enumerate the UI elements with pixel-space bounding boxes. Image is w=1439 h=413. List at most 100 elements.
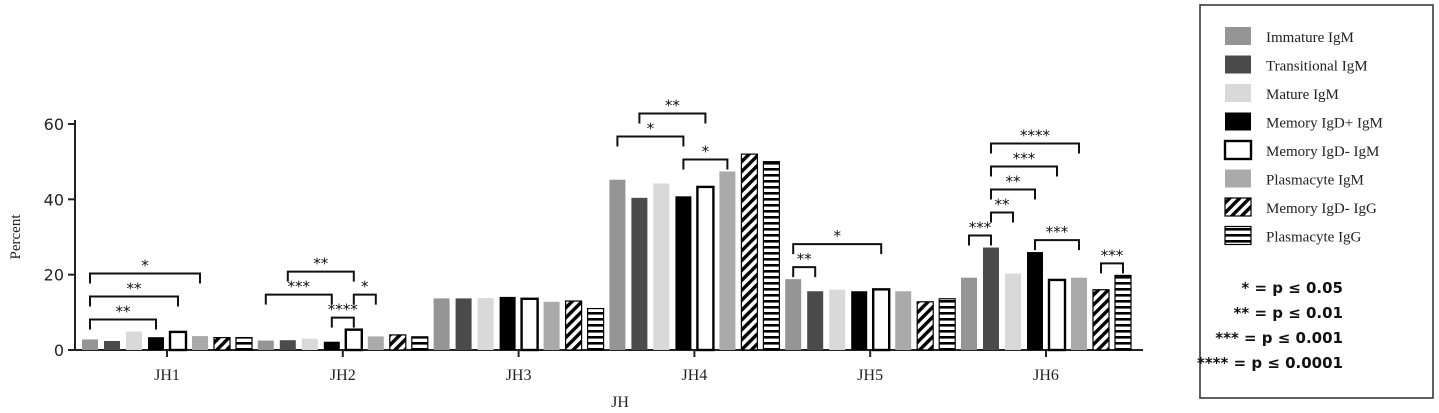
bar xyxy=(411,336,429,351)
significance-bracket xyxy=(990,211,1014,223)
axes: 0 20 40 60 JH1 JH2 JH3 JH4 JH5 JH6 xyxy=(44,115,1143,384)
significance-bracket xyxy=(990,165,1058,177)
bar xyxy=(257,340,274,350)
significance-bracket xyxy=(638,112,707,124)
bar xyxy=(938,298,956,351)
significance-label: *** xyxy=(288,278,311,296)
significance-label: ** xyxy=(665,96,681,114)
significance-label: *** xyxy=(969,219,992,237)
bar xyxy=(696,185,715,352)
significance-bracket xyxy=(264,293,333,305)
bar xyxy=(520,297,539,352)
significance-bracket xyxy=(1034,239,1080,251)
bar xyxy=(367,336,384,350)
bar xyxy=(192,336,208,350)
bar xyxy=(323,341,340,350)
bar xyxy=(344,328,363,352)
significance-bracket xyxy=(968,234,992,246)
legend-swatch xyxy=(1225,27,1251,45)
legend-label: Transitional IgM xyxy=(1266,59,1368,75)
bar xyxy=(785,279,802,350)
bar xyxy=(301,338,318,350)
significance-label: *** xyxy=(1046,223,1069,241)
x-tick-label: JH2 xyxy=(330,367,356,384)
significance-label: ** xyxy=(127,280,143,298)
legend-label: Plasmacyte IgM xyxy=(1266,173,1364,189)
significance-label: * xyxy=(702,142,710,160)
significance-bracket xyxy=(990,188,1036,200)
legend-swatch xyxy=(1224,225,1252,246)
significance-label: * xyxy=(361,278,369,296)
legend-label: Memory IgD+ IgM xyxy=(1266,116,1383,132)
significance-key-entry: **** = p ≤ 0.0001 xyxy=(1197,354,1343,372)
bar xyxy=(82,339,98,350)
bar xyxy=(983,247,999,350)
significance-key-entry: ** = p ≤ 0.01 xyxy=(1234,304,1343,322)
legend: Immature IgM Transitional IgM Mature IgM Me… xyxy=(1197,4,1434,399)
bar xyxy=(279,340,296,350)
significance-bracket xyxy=(792,243,883,255)
significance-label: **** xyxy=(1020,127,1051,145)
bar xyxy=(609,179,626,350)
bar xyxy=(1027,252,1043,350)
significance-annotations: ********************** ******************… xyxy=(89,96,1124,330)
legend-label: Memory IgD- IgG xyxy=(1266,201,1377,217)
bar xyxy=(1005,273,1021,350)
x-tick-label: JH6 xyxy=(1033,367,1059,384)
legend-swatch xyxy=(1225,112,1251,131)
bar xyxy=(126,331,142,350)
bar xyxy=(740,153,759,351)
bar xyxy=(564,300,583,351)
significance-bracket xyxy=(89,318,157,330)
bar xyxy=(895,291,912,350)
bar xyxy=(433,298,450,350)
bar xyxy=(455,298,472,350)
x-tick-label: JH3 xyxy=(506,367,532,384)
bar xyxy=(543,301,560,350)
x-axis-title: JH xyxy=(611,394,629,411)
significance-key-entry: *** = p ≤ 0.001 xyxy=(1215,329,1343,347)
bar xyxy=(762,161,781,351)
bar xyxy=(675,196,692,350)
legend-label: Immature IgM xyxy=(1266,30,1354,46)
bar xyxy=(1092,289,1110,351)
significance-label: ** xyxy=(313,255,329,273)
bar xyxy=(916,301,934,351)
significance-bracket xyxy=(990,142,1080,154)
bar xyxy=(872,288,891,352)
bar xyxy=(807,291,824,350)
bar xyxy=(235,336,253,351)
significance-label: * xyxy=(647,119,655,137)
x-tick-label: JH4 xyxy=(682,367,708,384)
significance-bracket xyxy=(89,295,179,307)
legend-swatch xyxy=(1225,55,1251,74)
x-tick-label: JH5 xyxy=(857,367,883,384)
bar xyxy=(213,336,231,351)
significance-label: ** xyxy=(995,196,1011,214)
legend-label: Mature IgM xyxy=(1266,87,1339,103)
bar xyxy=(148,337,164,350)
bar xyxy=(104,340,120,350)
bar xyxy=(851,291,868,350)
significance-label: **** xyxy=(328,301,359,319)
bar xyxy=(1071,277,1087,350)
significance-bracket xyxy=(616,135,685,147)
bar xyxy=(499,296,516,350)
bars xyxy=(82,153,1132,352)
legend-swatch xyxy=(1225,84,1251,102)
significance-bracket xyxy=(1100,262,1124,274)
legend-label: Memory IgD- IgM xyxy=(1266,144,1379,160)
bar xyxy=(653,183,670,350)
significance-bracket xyxy=(89,272,201,284)
legend-label: Plasmacyte IgG xyxy=(1266,230,1362,246)
y-axis-title: Percent xyxy=(8,214,24,260)
bar xyxy=(829,289,846,350)
bar xyxy=(586,307,605,351)
bar xyxy=(631,197,648,350)
significance-label: * xyxy=(141,257,149,275)
y-tick-label: 20 xyxy=(44,266,64,285)
bar xyxy=(168,330,188,352)
y-tick-label: 0 xyxy=(54,341,64,360)
significance-label: * xyxy=(833,227,841,245)
